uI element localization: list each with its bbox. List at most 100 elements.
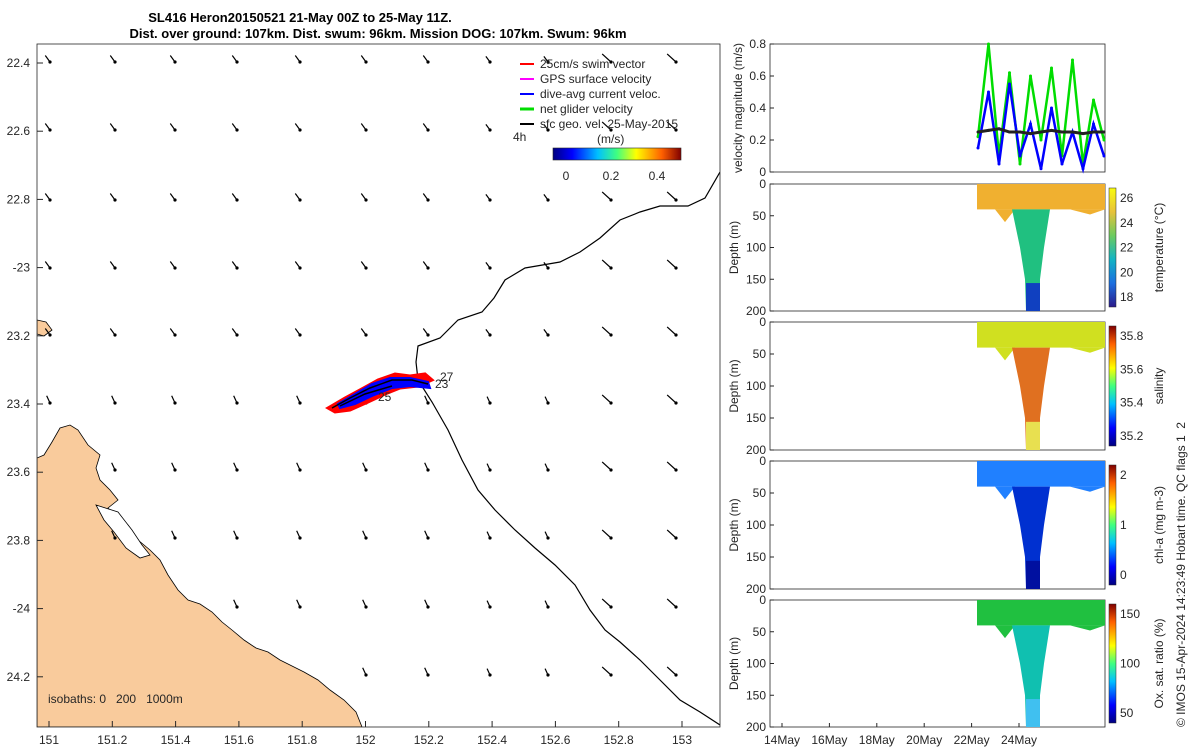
profile-column	[1012, 209, 1050, 311]
vector-arrow-head	[48, 198, 52, 202]
colorbar-ticklabel: 35.8	[1120, 329, 1144, 343]
legend-label-net: net glider velocity	[540, 102, 633, 116]
track-label-23: 23	[435, 377, 449, 391]
vector-arrow	[666, 326, 677, 336]
map-y-ticklabel: -23	[13, 261, 31, 275]
map-y-ticklabel: 23.4	[7, 397, 31, 411]
vector-arrow-head	[298, 468, 302, 472]
vel-point	[1029, 122, 1032, 126]
vel-point	[987, 90, 990, 94]
vector-arrow-head	[609, 401, 613, 405]
map-x-ticklabel: 151.2	[97, 733, 127, 747]
colorbar-ticklabel: 35.6	[1120, 362, 1144, 376]
vel-point	[1071, 58, 1074, 62]
vector-arrow-head	[546, 198, 550, 202]
vector-arrow	[601, 326, 612, 336]
vector-arrow-head	[546, 673, 550, 677]
colorbar-ticklabel: 35.4	[1120, 396, 1144, 410]
vel-point	[1071, 130, 1074, 134]
vector-arrow-head	[609, 266, 613, 270]
vel-point	[1050, 66, 1053, 70]
vector-arrow	[601, 598, 612, 608]
vel-point	[976, 146, 980, 150]
vector-arrow-head	[609, 198, 613, 202]
profile-column-deep	[1026, 283, 1040, 311]
profile-colorbar	[1108, 464, 1117, 586]
map-x-ticklabel: 151.4	[161, 733, 191, 747]
vector-arrow-head	[173, 128, 177, 132]
vector-arrow-head	[488, 128, 492, 132]
vector-arrow-head	[235, 60, 239, 64]
depth-ylabel: Depth (m)	[727, 498, 741, 551]
map-x-ticks: 151 151.2 151.4 151.6 151.8 152 152.2 152.4 152.…	[39, 721, 692, 747]
map-colorbar-ticks: 0 0.2 0.4	[563, 169, 666, 183]
vector-arrow	[666, 529, 677, 539]
depth-ylabel: Depth (m)	[727, 221, 741, 274]
colorbar-ticklabel: 100	[1120, 657, 1140, 671]
depth-ylabel: Depth (m)	[727, 637, 741, 690]
vel-point	[1029, 74, 1032, 78]
profile-surface-slab	[977, 322, 1105, 348]
side-note: © IMOS 15-Apr-2024 14:23:49 Hobart time.…	[1174, 422, 1188, 727]
vector-arrow-head	[488, 468, 492, 472]
colorbar-ticklabel: 22	[1120, 241, 1134, 255]
map-x-ticklabel: 152.8	[604, 733, 634, 747]
right-panels: 0.8 0.6 0.4 0.2 0 velocity magnitude (m/s) 0 50…	[727, 37, 1166, 747]
profile-column	[1012, 625, 1050, 727]
vector-arrow-head	[609, 333, 613, 337]
vel-point	[1050, 106, 1053, 110]
vel-point	[1060, 130, 1064, 134]
vel-point	[1102, 138, 1106, 142]
bay-inlet	[95, 504, 151, 559]
title-line1: SL416 Heron20150521 21-May 00Z to 25-May…	[148, 10, 452, 25]
vel-point	[1039, 138, 1043, 142]
depth-ticklabel: 200	[746, 304, 766, 318]
vector-arrow-head	[235, 401, 239, 405]
vector-arrow	[666, 598, 677, 608]
vector-arrow-head	[364, 266, 368, 270]
map-y-ticklabel: 23.6	[7, 465, 31, 479]
time-ticklabel: 18May	[859, 733, 895, 747]
vector-arrow-head	[426, 333, 430, 337]
vector-arrow-head	[488, 333, 492, 337]
vector-arrow-head	[609, 468, 613, 472]
vector-arrow	[666, 666, 677, 676]
map-y-ticklabel: 22.4	[7, 56, 31, 70]
vector-arrow-head	[364, 605, 368, 609]
depth-ticklabel: 0	[759, 177, 766, 191]
vector-arrow-head	[426, 468, 430, 472]
vector-arrow	[666, 259, 677, 269]
profile-surface-slab	[977, 184, 1105, 210]
isobaths-label: isobaths: 0 200 1000m	[48, 692, 183, 706]
colorbar-label: Ox. sat. ratio (%)	[1152, 618, 1166, 708]
depth-ticklabel: 50	[753, 209, 767, 223]
vector-arrow-head	[426, 198, 430, 202]
vel-y-ticklabel: 0	[759, 165, 766, 179]
vel-point	[1102, 154, 1106, 158]
vector-arrow-head	[48, 266, 52, 270]
vector-arrow-head	[546, 333, 550, 337]
vector-arrow-head	[674, 266, 678, 270]
vector-arrow	[601, 461, 612, 471]
vel-point	[1092, 98, 1095, 102]
vel-point	[1008, 82, 1011, 86]
profile-column-deep	[1026, 560, 1040, 589]
vel-point	[1018, 162, 1022, 166]
vel-point	[997, 127, 1001, 131]
title-line2: Dist. over ground: 107km. Dist. swum: 96…	[129, 26, 626, 41]
vector-arrow-head	[546, 468, 550, 472]
vel-y-ticklabel: 0.8	[749, 37, 766, 51]
vector-arrow-head	[488, 198, 492, 202]
vel-point	[987, 42, 990, 46]
colorbar-label: temperature (°C)	[1152, 203, 1166, 293]
map-legend: 25cm/s swim vector GPS surface velocity …	[520, 57, 678, 131]
profile-surface-slab	[977, 461, 1105, 487]
time-ticklabel: 20May	[906, 733, 942, 747]
vector-arrow-head	[488, 401, 492, 405]
depth-ticklabel: 150	[746, 688, 766, 702]
colorbar-ticklabel: 50	[1120, 706, 1134, 720]
coastline-land	[37, 424, 363, 727]
vector-arrow-head	[364, 333, 368, 337]
vel-point	[1081, 167, 1085, 171]
